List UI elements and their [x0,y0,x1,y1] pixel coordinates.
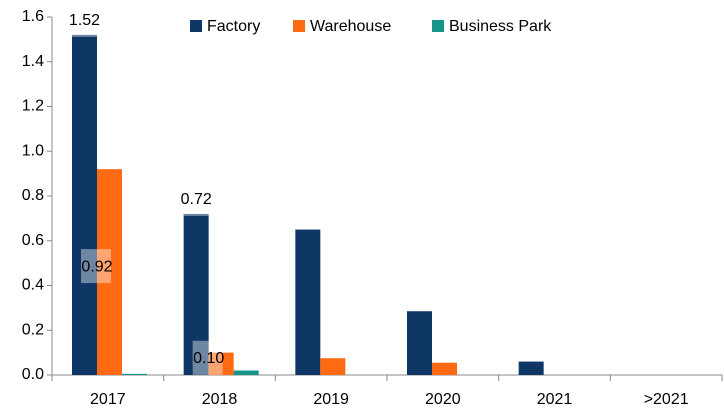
y-tick-label: 1.0 [22,142,44,159]
y-tick-label: 0.2 [22,321,44,338]
x-tick-label: 2020 [425,391,461,408]
bar [432,362,457,375]
y-tick-label: 0.8 [22,187,44,204]
bar [320,358,346,375]
label-box [72,2,102,37]
label-box [192,340,223,375]
legend-label: Warehouse [310,18,391,35]
data-label: 0.92 [81,258,112,275]
y-tick-label: 0.4 [22,277,44,294]
legend-label: Factory [207,18,260,35]
x-tick-label: 2019 [313,391,349,408]
label-box [183,181,214,216]
legend-label: Business Park [449,18,552,35]
y-tick-label: 0.0 [22,366,44,383]
bar [208,352,234,375]
bar [407,311,432,375]
label-box [81,249,111,284]
y-tick-label: 1.6 [22,8,44,25]
x-tick-label: 2021 [537,391,573,408]
bar [97,169,122,375]
bar [183,213,209,375]
x-tick-label: 2018 [202,391,238,408]
bar [295,229,321,375]
data-label: 0.72 [181,191,212,208]
legend-swatch [190,20,202,32]
data-label: 0.10 [193,350,224,367]
y-tick-label: 0.6 [22,232,44,249]
x-tick-label: >2021 [644,391,689,408]
legend-swatch [293,20,305,32]
data-label: 1.52 [69,12,100,29]
y-tick-label: 1.2 [22,98,44,115]
y-tick-label: 1.4 [22,53,44,70]
x-tick-label: 2017 [90,391,126,408]
bar [233,370,259,375]
legend-swatch [432,20,444,32]
bar [518,361,544,375]
bar [72,34,97,376]
bar [122,373,147,375]
